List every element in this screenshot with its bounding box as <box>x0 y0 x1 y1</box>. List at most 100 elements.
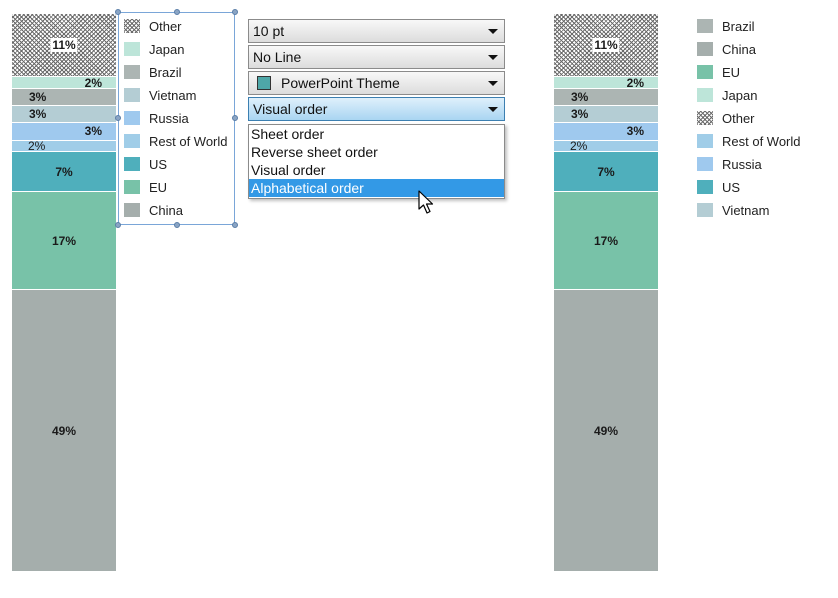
right-bar-segment-japan[interactable]: 2% <box>554 77 658 89</box>
dropdown-arrow-icon <box>488 29 498 34</box>
legend-label: Rest of World <box>722 133 801 149</box>
legend-label: China <box>149 202 183 218</box>
data-label: 7% <box>597 164 615 179</box>
legend-label: EU <box>722 64 741 80</box>
data-label: 3% <box>626 124 644 139</box>
dropdown-arrow-icon <box>488 55 498 60</box>
theme-color-swatch-icon <box>257 76 271 90</box>
left-bar-segment-rest-of-world[interactable]: 2% <box>12 140 116 153</box>
option-visual-order[interactable]: Visual order <box>251 162 326 178</box>
color-swatch-icon <box>124 157 140 171</box>
legend-label: Brazil <box>149 64 182 80</box>
color-swatch-icon <box>697 180 713 194</box>
stacked-bar-chart-left[interactable]: 49% 17% 7% 2% 3% 3% 3% 2% 11% <box>12 14 116 572</box>
data-label: 2% <box>570 138 588 153</box>
right-bar-segment-us[interactable]: 7% <box>554 152 658 193</box>
left-bar-segment-brazil[interactable]: 3% <box>12 88 116 107</box>
color-swatch-icon <box>124 134 140 148</box>
color-swatch-icon <box>697 203 713 217</box>
legend-label: US <box>149 156 168 172</box>
color-swatch-icon <box>124 203 140 217</box>
line-style-dropdown[interactable]: No Line <box>248 45 505 69</box>
legend-item-vietnam[interactable]: Vietnam <box>124 87 196 103</box>
option-alphabetical-order[interactable]: Alphabetical order <box>249 179 504 197</box>
data-label: 17% <box>51 233 77 248</box>
resize-handle[interactable] <box>232 222 238 228</box>
right-bar-segment-vietnam[interactable]: 3% <box>554 106 658 124</box>
color-swatch-icon <box>124 180 140 194</box>
right-bar-segment-other[interactable]: 11% <box>554 14 658 78</box>
color-swatch-icon <box>697 134 713 148</box>
resize-handle[interactable] <box>232 115 238 121</box>
option-sheet-order[interactable]: Sheet order <box>251 126 325 142</box>
legend-label: Vietnam <box>722 202 770 218</box>
legend-item-china[interactable]: China <box>124 202 183 218</box>
theme-dropdown[interactable]: PowerPoint Theme <box>248 71 505 95</box>
data-label: 2% <box>84 75 102 90</box>
right-bar-segment-china[interactable]: 49% <box>554 290 658 572</box>
legend-item-rest-of-world[interactable]: Rest of World <box>124 133 228 149</box>
legend-item-rest-of-world[interactable]: Rest of World <box>697 133 801 149</box>
left-bar-segment-vietnam[interactable]: 3% <box>12 106 116 124</box>
left-bar-segment-other[interactable]: 11% <box>12 14 116 78</box>
dropdown-arrow-icon <box>488 81 498 86</box>
left-bar-segment-japan[interactable]: 2% <box>12 77 116 89</box>
data-label: 49% <box>51 423 77 438</box>
right-bar-segment-russia[interactable]: 3% <box>554 123 658 141</box>
resize-handle[interactable] <box>115 222 121 228</box>
legend-label: Japan <box>149 41 185 57</box>
font-size-value: 10 pt <box>253 23 285 39</box>
left-bar-segment-china[interactable]: 49% <box>12 290 116 572</box>
legend-item-other[interactable]: Other <box>697 110 755 126</box>
legend-item-russia[interactable]: Russia <box>697 156 762 172</box>
legend-item-eu[interactable]: EU <box>124 179 167 195</box>
legend-item-us[interactable]: US <box>124 156 167 172</box>
right-bar-segment-rest-of-world[interactable]: 2% <box>554 138 658 153</box>
legend-item-japan[interactable]: Japan <box>697 87 757 103</box>
legend-item-us[interactable]: US <box>697 179 740 195</box>
resize-handle[interactable] <box>115 9 121 15</box>
legend-label: US <box>722 179 741 195</box>
legend-label: Brazil <box>722 18 755 34</box>
data-label: 17% <box>593 233 619 248</box>
legend-item-japan[interactable]: Japan <box>124 41 184 57</box>
left-bar-segment-russia[interactable]: 3% <box>12 123 116 141</box>
legend-item-other[interactable]: Other <box>124 18 182 34</box>
option-reverse-sheet-order[interactable]: Reverse sheet order <box>251 144 378 160</box>
resize-handle[interactable] <box>174 222 180 228</box>
legend-right[interactable]: Brazil China EU Japan Other Rest of World Russ… <box>697 18 827 222</box>
legend-item-eu[interactable]: EU <box>697 64 740 80</box>
legend-label: Russia <box>149 110 189 126</box>
data-label: 7% <box>55 164 73 179</box>
data-label: 3% <box>29 89 47 104</box>
legend-item-russia[interactable]: Russia <box>124 110 189 126</box>
resize-handle[interactable] <box>174 9 180 15</box>
data-label: 11% <box>592 38 620 53</box>
legend-item-vietnam[interactable]: Vietnam <box>697 202 769 218</box>
legend-order-dropdown[interactable]: Visual order <box>248 97 505 121</box>
theme-value: PowerPoint Theme <box>281 75 400 91</box>
left-bar-segment-us[interactable]: 7% <box>12 152 116 193</box>
legend-item-brazil[interactable]: Brazil <box>697 18 755 34</box>
data-label: 49% <box>593 423 619 438</box>
legend-order-options-list[interactable]: Sheet order Reverse sheet order Visual o… <box>248 124 505 199</box>
legend-selection-frame[interactable] <box>115 9 238 228</box>
right-bar-segment-eu[interactable]: 17% <box>554 192 658 291</box>
line-style-value: No Line <box>253 49 302 65</box>
legend-item-brazil[interactable]: Brazil <box>124 64 182 80</box>
font-size-dropdown[interactable]: 10 pt <box>248 19 505 43</box>
color-swatch-icon <box>124 65 140 79</box>
stacked-bar-chart-right[interactable]: 49% 17% 7% 2% 3% 3% 3% 2% 11% <box>554 14 658 572</box>
left-bar-segment-eu[interactable]: 17% <box>12 192 116 291</box>
resize-handle[interactable] <box>115 115 121 121</box>
color-swatch-icon <box>697 88 713 102</box>
data-label: 3% <box>571 107 589 122</box>
legend-label: Other <box>722 110 755 126</box>
legend-left[interactable]: Other Japan Brazil Vietnam Russia Rest of Wor… <box>124 18 234 222</box>
data-label: 11% <box>50 38 78 53</box>
legend-item-china[interactable]: China <box>697 41 756 57</box>
data-label: 2% <box>626 75 644 90</box>
right-bar-segment-brazil[interactable]: 3% <box>554 88 658 107</box>
color-swatch-icon <box>697 65 713 79</box>
resize-handle[interactable] <box>232 9 238 15</box>
